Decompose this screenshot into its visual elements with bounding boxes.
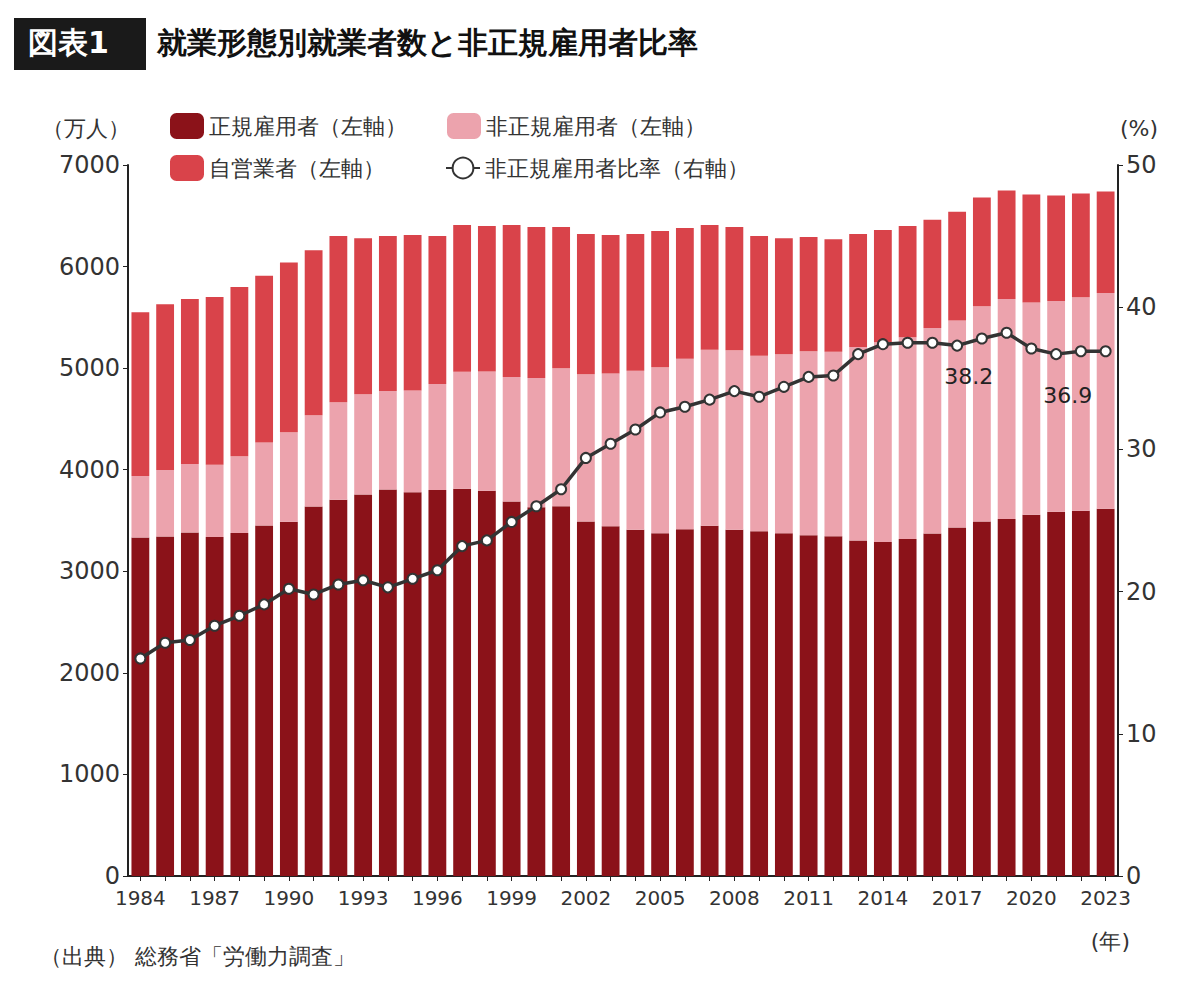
svg-text:0: 0 <box>104 862 120 890</box>
svg-text:非正規雇用者比率（右軸）: 非正規雇用者比率（右軸） <box>485 156 749 181</box>
svg-text:2005: 2005 <box>635 886 686 910</box>
svg-text:2008: 2008 <box>709 886 760 910</box>
svg-text:36.9: 36.9 <box>1043 383 1092 408</box>
svg-text:10: 10 <box>1126 720 1157 748</box>
svg-text:就業形態別就業者数と非正規雇用者比率: 就業形態別就業者数と非正規雇用者比率 <box>156 25 698 60</box>
svg-text:(年): (年) <box>1091 929 1130 954</box>
svg-text:50: 50 <box>1126 151 1157 179</box>
svg-text:1987: 1987 <box>189 886 240 910</box>
svg-text:5000: 5000 <box>59 354 120 382</box>
svg-text:自営業者（左軸）: 自営業者（左軸） <box>209 156 385 181</box>
svg-text:(%): (%) <box>1120 116 1158 141</box>
svg-text:30: 30 <box>1126 435 1157 463</box>
svg-text:1999: 1999 <box>486 886 537 910</box>
svg-text:20: 20 <box>1126 578 1157 606</box>
svg-text:1984: 1984 <box>115 886 166 910</box>
svg-text:1000: 1000 <box>59 760 120 788</box>
svg-text:0: 0 <box>1126 862 1142 890</box>
svg-text:7000: 7000 <box>59 151 120 179</box>
svg-text:2002: 2002 <box>560 886 611 910</box>
svg-text:6000: 6000 <box>59 253 120 281</box>
svg-text:2023: 2023 <box>1080 886 1131 910</box>
svg-text:2014: 2014 <box>857 886 908 910</box>
svg-text:非正規雇用者（左軸）: 非正規雇用者（左軸） <box>486 114 706 139</box>
svg-text:（万人）: （万人） <box>42 116 130 141</box>
svg-text:2011: 2011 <box>783 886 834 910</box>
svg-text:正規雇用者（左軸）: 正規雇用者（左軸） <box>209 114 407 139</box>
svg-text:2020: 2020 <box>1006 886 1057 910</box>
svg-text:2017: 2017 <box>932 886 983 910</box>
svg-text:1993: 1993 <box>338 886 389 910</box>
svg-text:38.2: 38.2 <box>944 364 993 389</box>
svg-text:（出典） 総務省「労働力調査」: （出典） 総務省「労働力調査」 <box>40 944 355 969</box>
svg-text:図表1: 図表1 <box>28 25 109 60</box>
svg-text:1996: 1996 <box>412 886 463 910</box>
svg-text:2000: 2000 <box>59 659 120 687</box>
svg-text:40: 40 <box>1126 293 1157 321</box>
svg-text:3000: 3000 <box>59 557 120 585</box>
svg-text:1990: 1990 <box>263 886 314 910</box>
svg-text:4000: 4000 <box>59 456 120 484</box>
